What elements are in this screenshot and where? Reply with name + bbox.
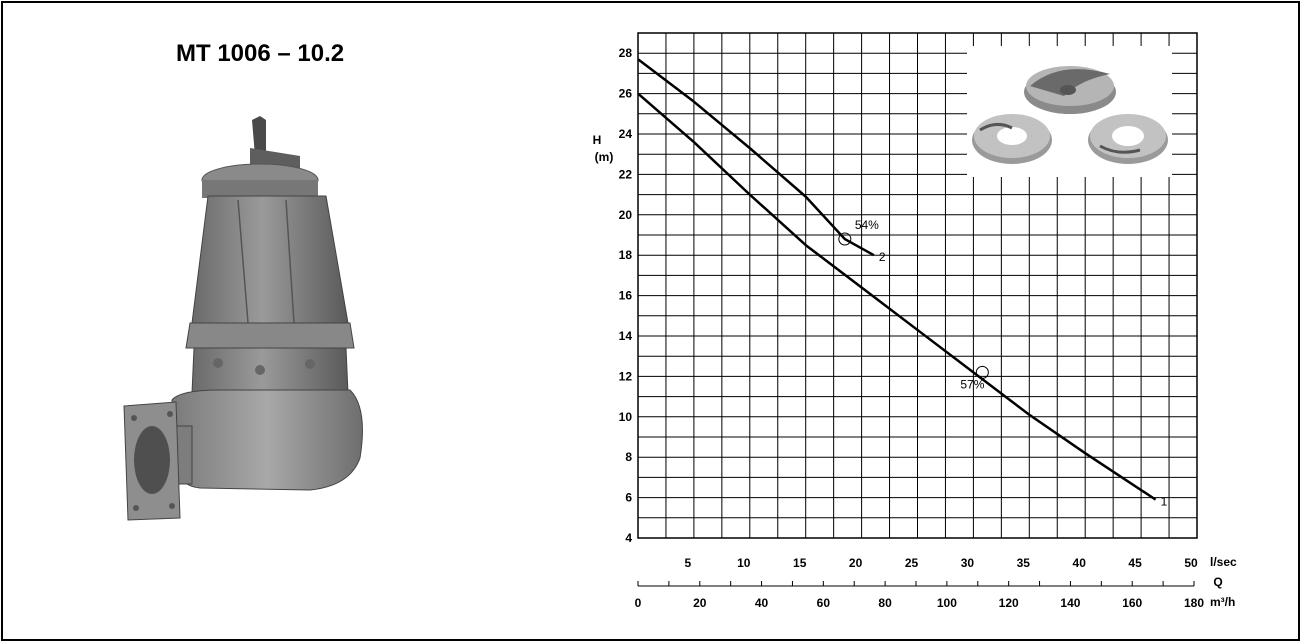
x2-tick-label: 100 xyxy=(937,596,957,610)
x-axis-secondary: 0 20 40 60 80 100 120 140 160 180 xyxy=(635,581,1204,610)
x2-tick-label: 0 xyxy=(635,596,642,610)
y-tick-label: 18 xyxy=(619,248,633,262)
x-tick-label: 50 xyxy=(1184,556,1198,570)
x-tick-label: 5 xyxy=(685,556,692,570)
y-tick-label: 26 xyxy=(619,87,633,101)
y-tick-label: 12 xyxy=(619,369,633,383)
efficiency-marker xyxy=(975,365,989,379)
x2-tick-label: 140 xyxy=(1060,596,1080,610)
efficiency-label: 54% xyxy=(855,218,879,232)
y-tick-label: 10 xyxy=(619,410,633,424)
x-tick-label: 10 xyxy=(737,556,751,570)
x-tick-label: 25 xyxy=(905,556,919,570)
x2-tick-label: 60 xyxy=(817,596,831,610)
curve-2 xyxy=(637,58,875,257)
y-tick-label: 16 xyxy=(619,289,633,303)
x-axis-label: Q xyxy=(1213,575,1222,589)
x-axis-primary: 5 10 15 20 25 30 35 40 45 50 xyxy=(685,556,1198,570)
pump-illustration xyxy=(123,116,363,521)
x2-tick-label: 20 xyxy=(693,596,707,610)
x-tick-label: 45 xyxy=(1128,556,1142,570)
y-axis-unit: (m) xyxy=(595,150,614,164)
x-tick-label: 20 xyxy=(849,556,863,570)
y-tick-label: 28 xyxy=(619,46,633,60)
x-tick-label: 30 xyxy=(961,556,975,570)
x2-tick-label: 40 xyxy=(755,596,769,610)
annotation-layer: 54% 57% xyxy=(838,218,989,391)
product-title: MT 1006 – 10.2 xyxy=(176,40,345,67)
y-tick-label: 8 xyxy=(625,450,632,464)
y-tick-label: 6 xyxy=(625,491,632,505)
y-axis-label: H xyxy=(593,133,602,147)
y-tick-label: 22 xyxy=(619,167,633,181)
x2-tick-label: 160 xyxy=(1122,596,1142,610)
x2-tick-label: 80 xyxy=(878,596,892,610)
y-tick-label: 20 xyxy=(619,208,633,222)
y-tick-label: 24 xyxy=(619,127,633,141)
curve-label-1: 1 xyxy=(1161,495,1168,509)
efficiency-marker xyxy=(838,232,852,246)
plot-border xyxy=(637,32,1198,539)
x-tick-label: 35 xyxy=(1017,556,1031,570)
y-tick-label: 4 xyxy=(625,531,632,545)
axis-labels: H (m) l/sec Q m³/h xyxy=(593,133,1237,609)
x2-tick-label: 180 xyxy=(1184,596,1204,610)
y-tick-label: 14 xyxy=(619,329,633,343)
efficiency-label: 57% xyxy=(960,377,984,391)
y-axis: 4 6 8 10 12 14 16 18 20 22 24 26 28 xyxy=(619,46,633,545)
plot-area-border xyxy=(637,32,1198,539)
curve-1 xyxy=(637,92,1157,501)
x-axis-primary-unit: l/sec xyxy=(1210,555,1237,569)
curve-label-2: 2 xyxy=(879,250,886,264)
x-tick-label: 40 xyxy=(1073,556,1087,570)
x-tick-label: 15 xyxy=(793,556,807,570)
x-axis-secondary-unit: m³/h xyxy=(1210,595,1235,609)
x2-tick-label: 120 xyxy=(999,596,1019,610)
impeller-image xyxy=(967,46,1172,177)
